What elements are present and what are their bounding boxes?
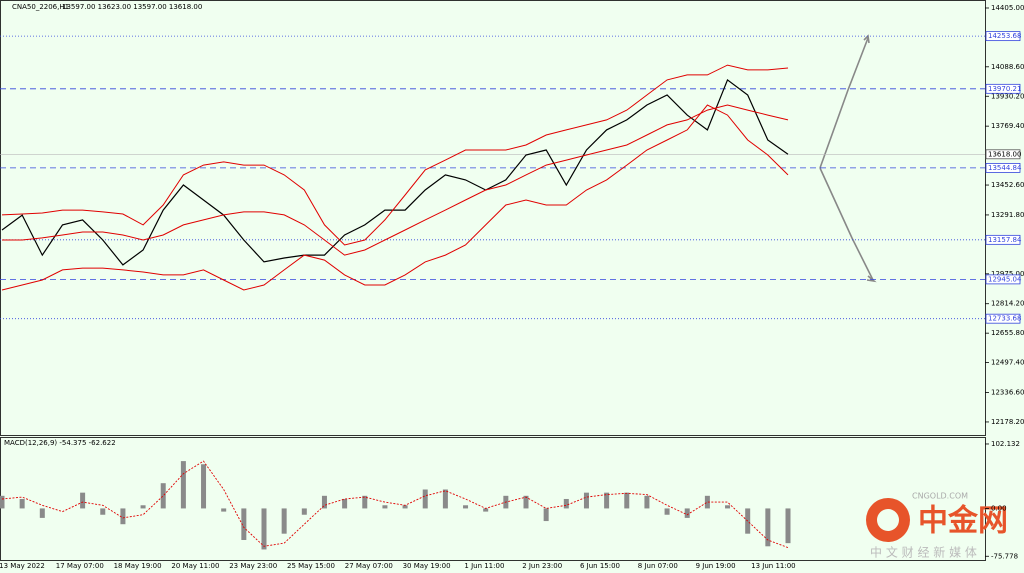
macd-bar	[442, 489, 448, 509]
macd-bar	[785, 508, 791, 544]
level-label: 13157.84	[988, 236, 1022, 244]
band-line	[1, 104, 789, 291]
macd-tick-label: 102.132	[991, 440, 1020, 448]
arrow-down	[819, 167, 874, 281]
current-label: 13618.00	[988, 150, 1021, 158]
x-tick-label: 8 Jun 07:00	[638, 562, 678, 570]
y-tick-label: 13452.60	[991, 181, 1024, 189]
x-tick-label: 30 May 19:00	[403, 562, 451, 570]
x-tick-label: 27 May 07:00	[345, 562, 393, 570]
macd-bar	[704, 495, 710, 509]
x-tick-label: 6 Jun 15:00	[580, 562, 620, 570]
y-tick-label: 13930.20	[991, 92, 1024, 100]
macd-bar	[140, 505, 146, 509]
symbol: CNA50_2206,H1	[12, 3, 69, 11]
arrow-head	[866, 275, 877, 283]
macd-bar	[644, 495, 650, 509]
macd-bar	[725, 505, 731, 509]
y-tick-label: 13291.80	[991, 211, 1024, 219]
level-label: 13970.21	[988, 85, 1021, 93]
y-tick-label: 13769.40	[991, 122, 1024, 130]
band-line	[1, 64, 789, 246]
macd-bar	[402, 505, 408, 509]
macd-tick-label: 0.00	[991, 504, 1007, 512]
macd-bar	[604, 492, 610, 509]
macd-bar	[342, 498, 348, 509]
y-tick-label: 14405.00	[991, 4, 1024, 12]
macd-bar	[624, 492, 630, 509]
macd-bar	[583, 492, 589, 509]
macd-signal	[1, 460, 789, 549]
x-tick-label: 23 May 23:00	[229, 562, 277, 570]
price-panel	[0, 0, 986, 436]
level-box	[985, 234, 1021, 245]
quote: 13597.00 13623.00 13597.00 13618.00	[62, 3, 202, 11]
level-label: 12733.68	[988, 315, 1021, 323]
macd-bar	[362, 495, 368, 509]
macd-bar	[765, 508, 771, 547]
macd-bar	[120, 508, 126, 525]
macd-bar	[281, 508, 287, 534]
macd-bar	[422, 489, 428, 509]
logo-inner	[877, 509, 899, 531]
x-tick-label: 1 Jun 11:00	[464, 562, 504, 570]
level-label: 12945.04	[988, 275, 1022, 283]
macd-bar	[382, 505, 388, 509]
macd-tick-label: -75.778	[991, 552, 1018, 560]
macd-bar	[483, 508, 489, 512]
y-tick-label: 12497.40	[991, 359, 1024, 367]
watermark-tagline: 中 文 财 经 新 媒 体	[870, 545, 977, 560]
level-box	[985, 31, 1021, 42]
x-tick-label: 13 May 2022	[0, 562, 45, 570]
x-tick-label: 9 Jun 19:00	[696, 562, 736, 570]
macd-bar	[0, 495, 5, 509]
y-tick-label: 12178.20	[991, 418, 1024, 426]
macd-bar	[523, 495, 529, 509]
macd-bar	[261, 508, 267, 550]
macd-bar	[39, 508, 45, 518]
macd-bar	[684, 508, 690, 518]
macd-bar	[19, 498, 25, 509]
macd-bar	[241, 508, 247, 540]
macd-bar	[321, 495, 327, 509]
y-tick-label: 12814.20	[991, 300, 1024, 308]
macd-bar	[221, 508, 227, 512]
level-box	[985, 83, 1021, 94]
y-tick-label: 12655.80	[991, 329, 1024, 337]
macd-bar	[160, 483, 166, 509]
y-tick-label: 12975.00	[991, 270, 1024, 278]
level-label: 13544.84	[988, 164, 1022, 172]
macd-bar	[180, 461, 186, 509]
watermark-site: CNGOLD.COM	[912, 492, 968, 501]
x-tick-label: 17 May 07:00	[56, 562, 104, 570]
x-tick-label: 2 Jun 23:00	[522, 562, 562, 570]
macd-bar	[664, 508, 670, 515]
x-tick-label: 18 May 19:00	[114, 562, 162, 570]
macd-bar	[201, 464, 207, 509]
level-box	[985, 162, 1021, 173]
x-tick-label: 25 May 15:00	[287, 562, 335, 570]
macd-bar	[563, 498, 569, 509]
macd-title: MACD(12,26,9) -54.375 -62.622	[4, 439, 116, 447]
watermark-brand: 中金网	[918, 504, 1008, 539]
level-label: 14253.68	[988, 32, 1021, 40]
x-tick-label: 13 Jun 11:00	[751, 562, 795, 570]
macd-bar	[463, 505, 469, 509]
level-box	[985, 274, 1021, 285]
macd-bar	[100, 508, 106, 515]
current-box	[985, 149, 1021, 160]
macd-bar	[80, 492, 86, 509]
y-tick-label: 14088.60	[991, 63, 1024, 71]
macd-bar	[301, 508, 307, 515]
x-tick-label: 20 May 11:00	[171, 562, 219, 570]
price-line	[1, 78, 789, 266]
arrow-up	[819, 37, 869, 169]
band-line	[2, 104, 789, 256]
macd-bar	[543, 508, 549, 522]
level-box	[985, 313, 1021, 324]
y-tick-label: 12336.60	[991, 389, 1024, 397]
